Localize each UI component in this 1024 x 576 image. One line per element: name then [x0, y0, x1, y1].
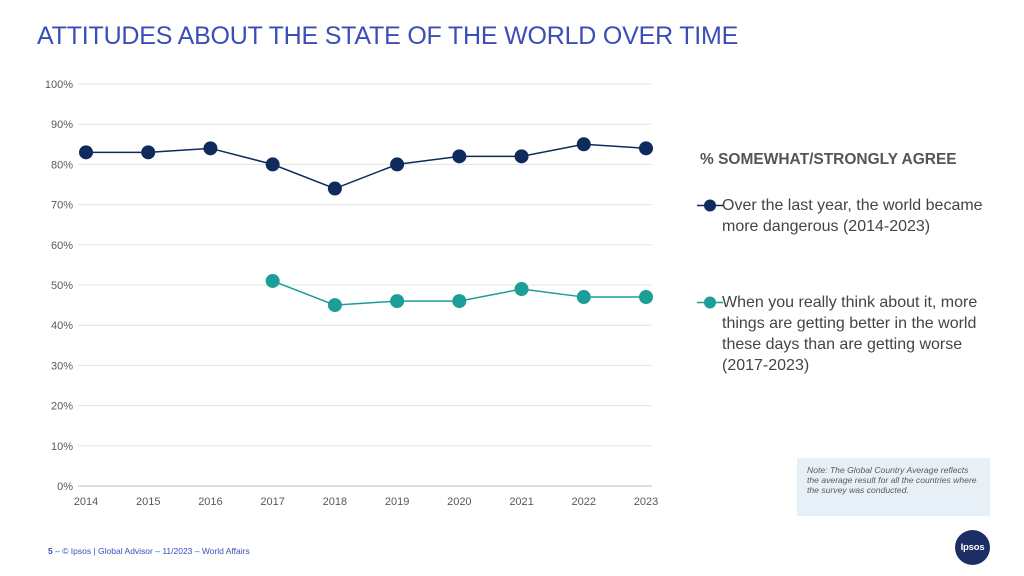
x-tick-label: 2021 — [509, 496, 533, 508]
x-tick-label: 2017 — [260, 496, 284, 508]
data-point — [452, 149, 467, 164]
data-point — [203, 141, 218, 156]
y-tick-label: 40% — [51, 320, 73, 332]
data-point — [514, 282, 529, 297]
y-tick-label: 50% — [51, 280, 73, 292]
series-0 — [79, 137, 653, 196]
data-point — [390, 157, 405, 172]
data-point — [390, 294, 405, 309]
ipsos-logo: Ipsos — [955, 530, 990, 565]
y-tick-label: 80% — [51, 159, 73, 171]
footer-text: © Ipsos | Global Advisor – 11/2023 – Wor… — [62, 546, 250, 556]
y-axis-ticks: 0% 10% 20% 30% 40% 50% 60% 70% 80% 90% 100% — [45, 79, 73, 493]
data-point — [639, 290, 653, 305]
data-point — [576, 137, 591, 152]
x-tick-label: 2016 — [198, 496, 222, 508]
series-line — [86, 143, 647, 190]
note-box: Note: The Global Country Average reflect… — [797, 458, 990, 516]
x-tick-label: 2015 — [136, 496, 160, 508]
y-tick-label: 30% — [51, 360, 73, 372]
x-tick-label: 2018 — [323, 496, 347, 508]
legend-marker-better — [697, 296, 723, 309]
data-point — [141, 145, 156, 160]
x-tick-label: 2023 — [634, 496, 658, 508]
y-tick-label: 0% — [57, 481, 73, 493]
page-number: 5 — [48, 546, 53, 556]
footer-dash: – — [52, 546, 63, 556]
page-title: ATTITUDES ABOUT THE STATE OF THE WORLD O… — [37, 22, 739, 50]
y-tick-label: 10% — [51, 441, 73, 453]
data-point — [79, 145, 93, 160]
footer: 5 – © Ipsos | Global Advisor – 11/2023 –… — [48, 546, 250, 556]
legend-label-better: When you really think about it, more thi… — [722, 294, 978, 374]
y-tick-label: 90% — [51, 119, 73, 131]
y-tick-label: 100% — [45, 79, 73, 91]
logo-text: Ipsos — [960, 542, 985, 553]
x-tick-label: 2014 — [74, 496, 98, 508]
data-point — [327, 298, 342, 313]
legend-marker-dangerous — [697, 199, 723, 212]
y-tick-label: 60% — [51, 240, 73, 252]
legend-heading: % SOMEWHAT/STRONGLY AGREE — [700, 151, 957, 168]
data-point — [452, 294, 467, 309]
x-axis-ticks: 2014 2015 2016 2017 2018 2019 2020 2021 2022 2023 — [74, 496, 658, 508]
data-point — [639, 141, 653, 156]
x-tick-label: 2022 — [572, 496, 596, 508]
x-tick-label: 2020 — [447, 496, 471, 508]
note-text: Note: The Global Country Average reflect… — [807, 465, 977, 495]
y-tick-label: 70% — [51, 200, 73, 212]
data-point — [327, 181, 342, 196]
x-tick-label: 2019 — [385, 496, 409, 508]
data-point — [576, 290, 591, 305]
y-tick-label: 20% — [51, 401, 73, 413]
legend-label-dangerous: Over the last year, the world became mor… — [722, 197, 983, 235]
data-point — [265, 157, 280, 172]
series-1 — [265, 273, 653, 313]
data-point — [265, 273, 280, 288]
chart-series — [79, 137, 653, 313]
grid-lines — [78, 83, 652, 487]
data-point — [514, 149, 529, 164]
